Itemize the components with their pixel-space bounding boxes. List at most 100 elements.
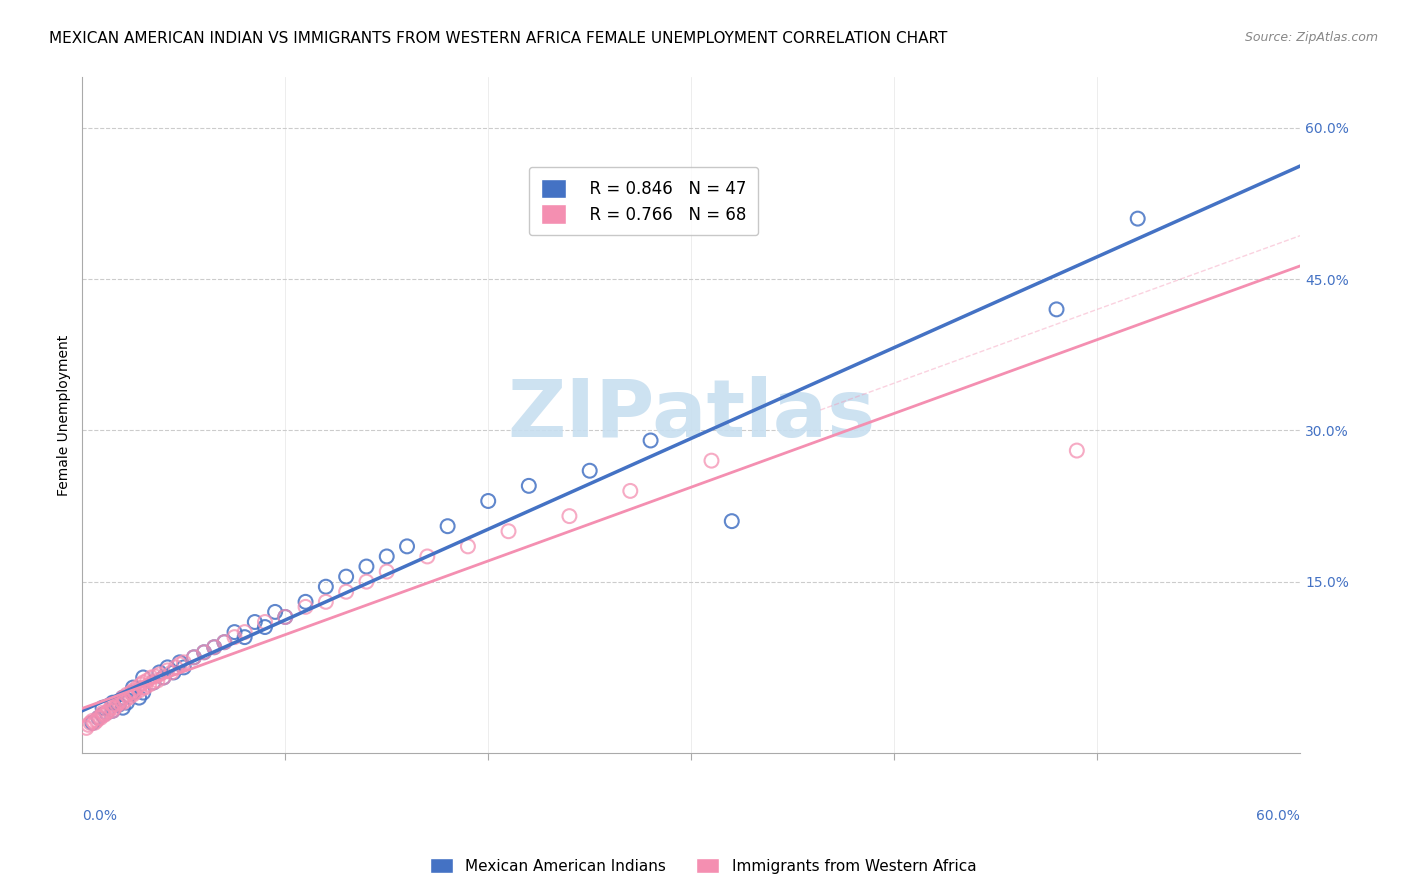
Point xyxy=(91,700,114,714)
Point xyxy=(233,630,256,644)
Point xyxy=(108,696,131,710)
Text: Source: ZipAtlas.com: Source: ZipAtlas.com xyxy=(1244,31,1378,45)
Point xyxy=(558,509,581,524)
Point xyxy=(111,690,134,705)
Point xyxy=(193,645,215,659)
Point xyxy=(101,704,124,718)
Point xyxy=(79,715,101,730)
Point xyxy=(169,656,191,670)
Point xyxy=(111,690,134,705)
Point xyxy=(517,479,540,493)
Point xyxy=(136,673,159,688)
Point xyxy=(169,657,191,672)
Point xyxy=(335,584,357,599)
Point xyxy=(96,706,118,720)
Point xyxy=(457,540,479,554)
Point xyxy=(224,625,246,640)
Point xyxy=(141,670,163,684)
Point xyxy=(90,711,112,725)
Point xyxy=(160,665,183,680)
Point xyxy=(183,650,205,665)
Point xyxy=(375,549,398,564)
Point xyxy=(152,670,174,684)
Point xyxy=(91,707,114,722)
Point xyxy=(101,696,124,710)
Point xyxy=(162,665,184,680)
Point xyxy=(253,615,276,629)
Point xyxy=(202,640,225,655)
Legend:   R = 0.846   N = 47,   R = 0.766   N = 68: R = 0.846 N = 47, R = 0.766 N = 68 xyxy=(529,167,758,235)
Point xyxy=(129,677,152,691)
Point xyxy=(1066,443,1088,458)
Point xyxy=(156,664,179,678)
Point xyxy=(128,690,150,705)
Point xyxy=(128,683,150,698)
Point xyxy=(83,715,105,730)
Point xyxy=(274,610,297,624)
Legend: Mexican American Indians, Immigrants from Western Africa: Mexican American Indians, Immigrants fro… xyxy=(423,852,983,880)
Point xyxy=(148,665,170,680)
Text: MEXICAN AMERICAN INDIAN VS IMMIGRANTS FROM WESTERN AFRICA FEMALE UNEMPLOYMENT CO: MEXICAN AMERICAN INDIAN VS IMMIGRANTS FR… xyxy=(49,31,948,46)
Point xyxy=(1045,302,1067,317)
Point xyxy=(96,706,118,720)
Point xyxy=(156,660,179,674)
Point xyxy=(142,675,165,690)
Point xyxy=(578,464,600,478)
Point xyxy=(1126,211,1149,226)
Point xyxy=(122,683,145,698)
Point xyxy=(165,660,187,674)
Point xyxy=(619,483,641,498)
Point xyxy=(100,700,122,714)
Point xyxy=(640,434,662,448)
Point xyxy=(138,677,160,691)
Point xyxy=(173,656,195,670)
Point xyxy=(294,599,316,614)
Point xyxy=(108,698,131,712)
Point xyxy=(193,645,215,659)
Text: 60.0%: 60.0% xyxy=(1256,808,1301,822)
Point xyxy=(294,595,316,609)
Point xyxy=(111,696,134,710)
Point xyxy=(134,681,156,695)
Point xyxy=(146,673,169,688)
Point xyxy=(498,524,520,539)
Point xyxy=(104,700,127,714)
Point xyxy=(87,711,110,725)
Point xyxy=(477,494,499,508)
Point xyxy=(91,707,114,722)
Point xyxy=(87,711,110,725)
Point xyxy=(75,721,97,735)
Point xyxy=(111,700,134,714)
Point xyxy=(122,685,145,699)
Point xyxy=(233,625,256,640)
Point xyxy=(115,688,138,702)
Point xyxy=(105,698,128,712)
Point xyxy=(224,630,246,644)
Point xyxy=(183,650,205,665)
Point xyxy=(120,685,142,699)
Point xyxy=(132,670,155,684)
Point xyxy=(253,620,276,634)
Point xyxy=(114,693,136,707)
Point xyxy=(148,667,170,681)
Point xyxy=(115,696,138,710)
Point xyxy=(132,681,155,695)
Point xyxy=(356,574,378,589)
Point xyxy=(86,714,108,728)
Point xyxy=(122,681,145,695)
Point xyxy=(315,580,337,594)
Point xyxy=(110,693,132,707)
Point xyxy=(122,688,145,702)
Point xyxy=(214,635,236,649)
Point xyxy=(700,453,723,467)
Point xyxy=(142,675,165,690)
Point xyxy=(132,675,155,690)
Point xyxy=(214,635,236,649)
Point xyxy=(143,669,166,683)
Point xyxy=(127,681,149,695)
Point xyxy=(82,714,104,728)
Point xyxy=(173,660,195,674)
Point xyxy=(101,698,124,712)
Point xyxy=(93,707,115,722)
Y-axis label: Female Unemployment: Female Unemployment xyxy=(58,334,72,496)
